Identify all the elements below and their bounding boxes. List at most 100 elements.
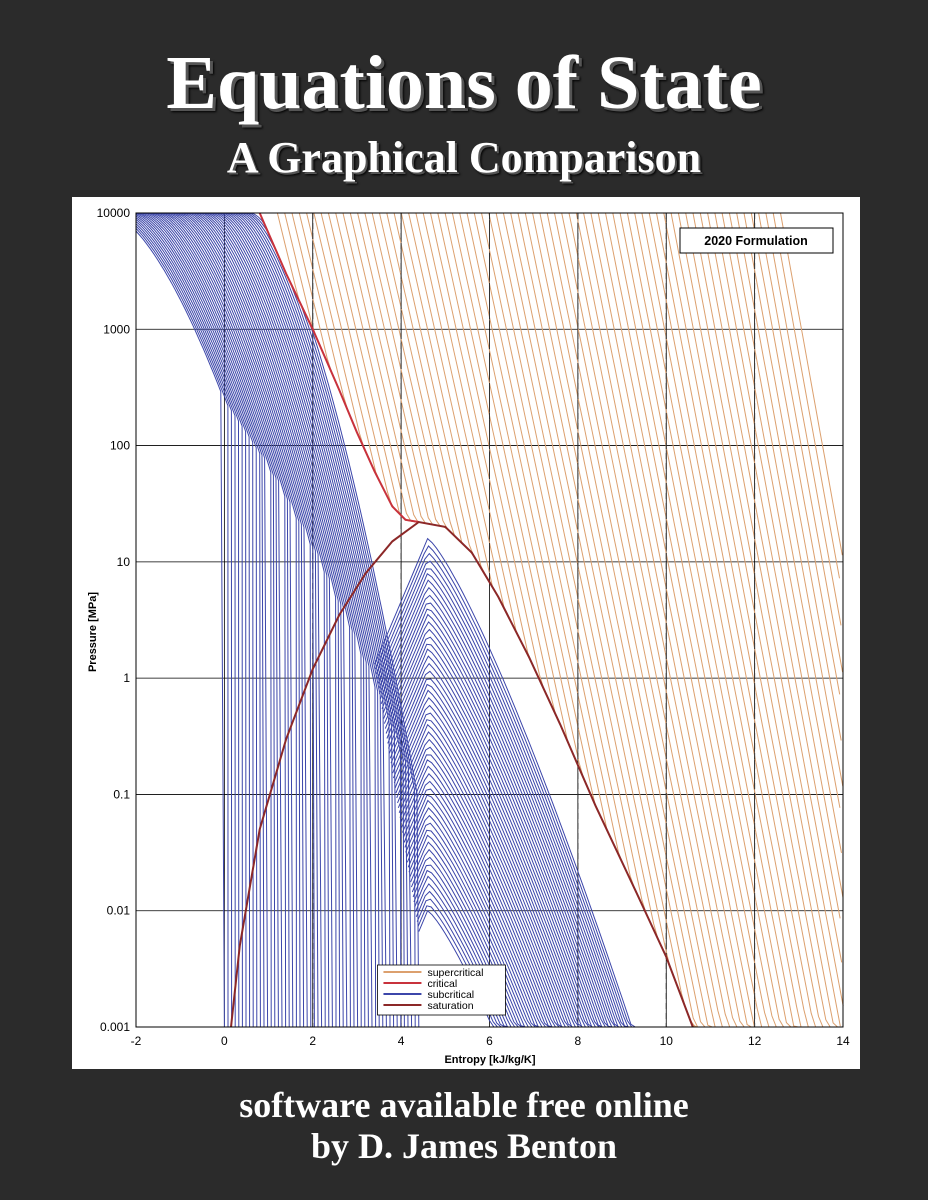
subcritical-line xyxy=(214,212,369,1028)
subcritical-line xyxy=(161,212,297,1028)
subcritical-line xyxy=(203,212,355,1028)
subcritical-vapor-line xyxy=(377,568,626,1028)
supercritical-line xyxy=(298,212,843,1028)
subcritical-line xyxy=(240,212,405,1028)
subcritical-line xyxy=(235,212,398,1028)
subcritical-line xyxy=(153,212,287,1028)
legend-box xyxy=(377,964,506,1016)
subcritical-vapor-line xyxy=(405,799,539,1028)
chart-panel: -2 0 2 4 6 8 10 12 14 10000 1000 100 10 1 0.1 0.01 0.001… xyxy=(72,197,860,1069)
subcritical-line xyxy=(172,212,312,1028)
subcritical-line xyxy=(148,212,279,1028)
subcritical-line xyxy=(174,212,315,1028)
subcritical-vapor-line xyxy=(385,636,603,1028)
book-title: Equations of State xyxy=(166,41,762,125)
subcritical-line xyxy=(190,212,337,1028)
subcritical-line xyxy=(159,212,294,1028)
subcritical-line xyxy=(135,212,261,1028)
subcritical-vapor-line xyxy=(397,731,566,1028)
subcritical-line xyxy=(177,212,319,1028)
subcritical-vapor-line xyxy=(389,670,590,1028)
subcritical-line xyxy=(138,212,265,1028)
subcritical-vapor-line xyxy=(388,662,593,1028)
subcritical-line xyxy=(187,212,333,1028)
supercritical-line xyxy=(583,212,840,1028)
subcritical-line xyxy=(166,212,305,1028)
supercritical-line xyxy=(677,212,842,1028)
subcritical-vapor-line xyxy=(374,537,636,1028)
subcritical-curves xyxy=(135,212,636,1028)
supercritical-line xyxy=(692,212,844,1007)
supercritical-line xyxy=(437,212,840,1028)
supercritical-line xyxy=(699,212,843,963)
subcritical-vapor-line xyxy=(384,628,603,1028)
subcritical-line xyxy=(135,219,243,1028)
x-tick-label: 0 xyxy=(221,1034,228,1048)
supercritical-line xyxy=(481,212,840,1028)
supercritical-line xyxy=(772,212,840,579)
supercritical-line xyxy=(714,212,844,898)
formulation-label: 2020 Formulation xyxy=(704,234,808,248)
critical-curve xyxy=(258,212,419,523)
x-tick-label: 2 xyxy=(309,1034,316,1048)
x-tick-label: 4 xyxy=(398,1034,405,1048)
y-axis-label: Pressure [MPa] xyxy=(87,592,99,672)
subcritical-vapor-line xyxy=(406,814,536,1028)
x-tick-label: 10 xyxy=(660,1034,674,1048)
subcritical-vapor-line xyxy=(404,794,543,1028)
supercritical-line xyxy=(430,212,842,1028)
subcritical-line xyxy=(198,212,348,1028)
subcritical-line xyxy=(237,212,402,1028)
critical-and-saturation-curves xyxy=(230,212,694,1028)
pressure-entropy-chart: -2 0 2 4 6 8 10 12 14 10000 1000 100 10 1 0.1 0.01 0.001… xyxy=(87,206,850,1066)
supercritical-line xyxy=(648,212,840,1028)
subcritical-vapor-line xyxy=(375,552,629,1028)
subcritical-vapor-line xyxy=(381,602,613,1028)
supercritical-line xyxy=(780,212,843,556)
subcritical-vapor-line xyxy=(401,765,553,1028)
subcritical-line xyxy=(143,212,272,1028)
subcritical-line xyxy=(180,212,323,1028)
subcritical-line xyxy=(145,212,276,1028)
subcritical-vapor-line xyxy=(379,579,619,1028)
supercritical-line xyxy=(758,212,844,673)
subcritical-line xyxy=(164,212,301,1028)
legend-entry: supercritical xyxy=(427,967,483,979)
subcritical-vapor-line xyxy=(382,608,613,1028)
subcritical-line xyxy=(135,213,258,1028)
subcritical-vapor-line xyxy=(376,560,630,1028)
footer-software-note: software available free online xyxy=(239,1085,689,1125)
subcritical-vapor-line xyxy=(398,746,563,1028)
subcritical-vapor-line xyxy=(380,594,616,1028)
subcritical-line xyxy=(193,212,341,1028)
subcritical-line xyxy=(135,214,254,1028)
subcritical-vapor-line xyxy=(391,683,583,1028)
supercritical-line xyxy=(736,212,844,787)
x-tick-label: -2 xyxy=(131,1034,142,1048)
subcritical-vapor-line xyxy=(401,773,553,1028)
subcritical-vapor-line xyxy=(408,829,529,1028)
subcritical-vapor-line xyxy=(394,712,573,1028)
subcritical-line xyxy=(195,212,344,1028)
y-tick-label: 10000 xyxy=(97,206,131,220)
y-tick-label: 1000 xyxy=(103,322,130,336)
supercritical-line xyxy=(306,212,842,1028)
y-tick-label: 10 xyxy=(117,555,131,569)
subcritical-line xyxy=(185,212,330,1028)
supercritical-line xyxy=(612,212,843,1028)
subcritical-line xyxy=(200,212,351,1028)
tick-labels: -2 0 2 4 6 8 10 12 14 10000 1000 100 10 1 0.1 0.01 0.001 xyxy=(97,206,850,1048)
legend-entry: subcritical xyxy=(427,989,474,1001)
supercritical-line xyxy=(554,212,842,1028)
subcritical-line xyxy=(182,212,326,1028)
subcritical-line xyxy=(135,217,247,1028)
legend: supercriticalcriticalsubcriticalsaturati… xyxy=(377,964,506,1016)
subcritical-line xyxy=(229,212,391,1028)
supercritical-line xyxy=(765,212,842,626)
x-tick-label: 12 xyxy=(748,1034,762,1048)
subcritical-line xyxy=(211,212,366,1028)
legend-entry: critical xyxy=(427,978,457,990)
supercritical-line xyxy=(466,212,843,1028)
subcritical-line xyxy=(216,212,373,1028)
subcritical-line xyxy=(135,225,233,1028)
